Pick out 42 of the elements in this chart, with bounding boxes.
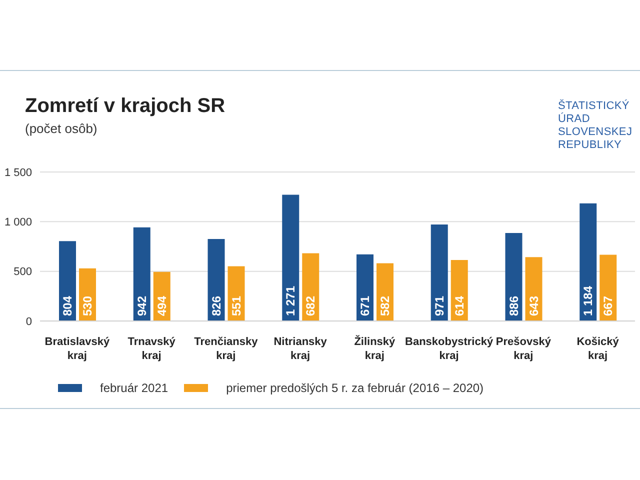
data-label: 530 bbox=[80, 296, 94, 316]
data-label: 671 bbox=[358, 296, 372, 316]
y-tick-label: 500 bbox=[14, 266, 32, 278]
bar bbox=[59, 241, 76, 321]
x-tick-label: Košický kraj bbox=[576, 336, 620, 362]
data-label: 1 184 bbox=[581, 286, 596, 316]
x-tick-label: Žilinský kraj bbox=[354, 335, 396, 362]
data-label: 551 bbox=[229, 296, 244, 316]
data-label: 1 271 bbox=[284, 286, 298, 316]
chart-title: Zomretí v krajoch SR bbox=[25, 95, 226, 118]
data-label: 494 bbox=[154, 296, 169, 316]
bar bbox=[600, 254, 617, 321]
x-tick-label: Prešovský kraj bbox=[496, 336, 552, 362]
data-label: 886 bbox=[506, 296, 521, 316]
data-label: 582 bbox=[378, 296, 392, 316]
bar bbox=[208, 238, 225, 321]
legend-label: február 2021 bbox=[100, 381, 168, 395]
data-label: 826 bbox=[209, 296, 224, 316]
data-label: 667 bbox=[601, 296, 616, 316]
data-label: 682 bbox=[304, 296, 318, 316]
x-tick-label: Bratislavský kraj bbox=[44, 336, 110, 362]
bar bbox=[580, 203, 597, 321]
bar bbox=[505, 232, 522, 321]
x-tick-label: Banskobystrický kraj bbox=[405, 336, 494, 362]
bar bbox=[133, 227, 150, 321]
text: ŠTATISTICKÝ ÚRAD SLOVENSKEJ REPUBLIKY bbox=[558, 100, 632, 152]
x-tick-label: Trenčiansky kraj bbox=[194, 336, 259, 362]
bar bbox=[282, 194, 300, 321]
legend-label: priemer predošlých 5 r. za február (2016 – 2020) bbox=[226, 381, 484, 395]
y-tick-label: 1 000 bbox=[4, 216, 32, 229]
bar bbox=[430, 224, 448, 321]
data-label: 643 bbox=[526, 296, 541, 316]
x-tick-label: Trnavský kraj bbox=[128, 336, 176, 362]
data-label: 971 bbox=[432, 296, 446, 316]
chart-subtitle: (počet osôb) bbox=[25, 121, 98, 136]
bar bbox=[356, 254, 374, 321]
data-label: 804 bbox=[60, 296, 74, 316]
y-tick-label: 1 500 bbox=[4, 166, 32, 179]
x-tick-label: Nitriansky kraj bbox=[274, 336, 328, 362]
data-label: 942 bbox=[134, 296, 149, 316]
data-label: 614 bbox=[452, 296, 466, 316]
y-tick-label: 0 bbox=[26, 316, 32, 328]
